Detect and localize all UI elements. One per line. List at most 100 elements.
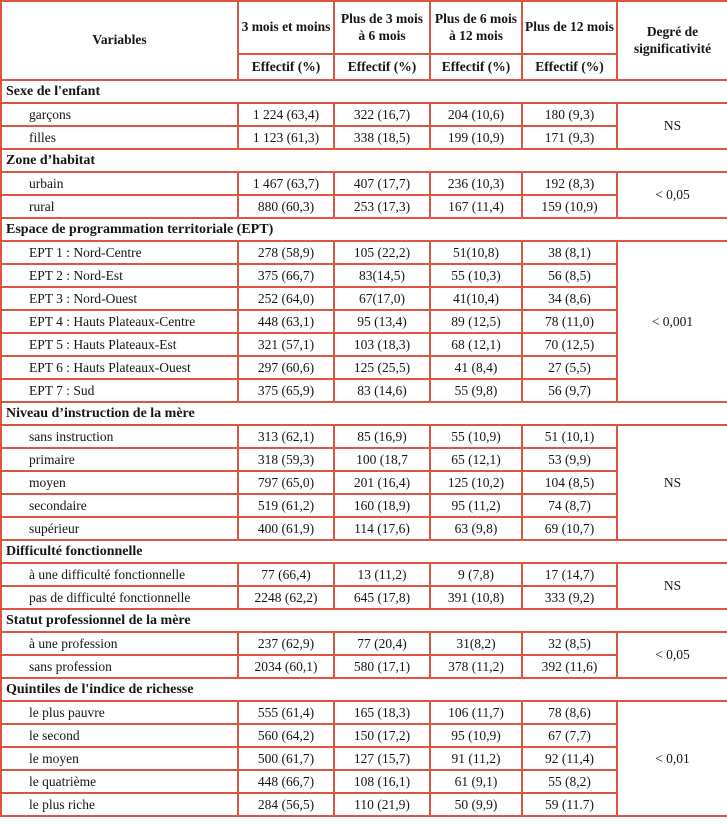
column-header-period-2: Plus de 3 mois à 6 mois (333, 0, 431, 55)
value-cell: 127 (15,7) (333, 746, 431, 771)
value-cell: 17 (14,7) (521, 562, 618, 587)
value-cell: 34 (8,6) (521, 286, 618, 311)
section-header-row: Sexe de l'enfant (0, 79, 727, 104)
value-cell: 880 (60,3) (237, 194, 335, 219)
value-cell: 159 (10,9) (521, 194, 618, 219)
row-label: filles (0, 125, 239, 150)
table-row: sans profession 2034 (60,1) 580 (17,1) 378 … (0, 654, 727, 679)
value-cell: 67 (7,7) (521, 723, 618, 748)
section-title: Sexe de l'enfant (0, 79, 727, 104)
value-cell: 407 (17,7) (333, 171, 431, 196)
value-cell: 375 (65,9) (237, 378, 335, 403)
value-cell: 41(10,4) (429, 286, 523, 311)
value-cell: 91 (11,2) (429, 746, 523, 771)
table-row: à une profession 237 (62,9) 77 (20,4) 31(8,… (0, 631, 727, 679)
row-label: rural (0, 194, 239, 219)
table-row: EPT 2 : Nord-Est 375 (66,7) 83(14,5) 55 (10… (0, 263, 727, 288)
value-cell: 95 (13,4) (333, 309, 431, 334)
value-cell: 391 (10,8) (429, 585, 523, 610)
value-cell: 201 (16,4) (333, 470, 431, 495)
value-cell: 13 (11,2) (333, 562, 431, 587)
section-header-row: Statut professionnel de la mère (0, 608, 727, 633)
value-cell: 192 (8,3) (521, 171, 618, 196)
table-row: filles 1 123 (61,3) 338 (18,5) 199 (10,9) 17… (0, 125, 727, 150)
value-cell: 70 (12,5) (521, 332, 618, 357)
value-cell: 78 (8,6) (521, 700, 618, 725)
section-header-row: Difficulté fonctionnelle (0, 539, 727, 564)
row-label: EPT 4 : Hauts Plateaux-Centre (0, 309, 239, 334)
value-cell: 1 224 (63,4) (237, 102, 335, 127)
value-cell: 110 (21,9) (333, 792, 431, 817)
value-cell: 318 (59,3) (237, 447, 335, 472)
value-cell: 253 (17,3) (333, 194, 431, 219)
row-label: secondaire (0, 493, 239, 518)
value-cell: 375 (66,7) (237, 263, 335, 288)
table-row: rural 880 (60,3) 253 (17,3) 167 (11,4) 159 (… (0, 194, 727, 219)
value-cell: 53 (9,9) (521, 447, 618, 472)
value-cell: 2248 (62,2) (237, 585, 335, 610)
table-row: le moyen 500 (61,7) 127 (15,7) 91 (11,2) 92 … (0, 746, 727, 771)
header-row-periods: Variables 3 mois et moins Plus de 3 mois… (0, 0, 727, 81)
value-cell: 100 (18,7 (333, 447, 431, 472)
value-cell: 297 (60,6) (237, 355, 335, 380)
value-cell: 160 (18,9) (333, 493, 431, 518)
value-cell: 1 467 (63,7) (237, 171, 335, 196)
table-row: EPT 1 : Nord-Centre 278 (58,9) 105 (22,2) 5… (0, 240, 727, 403)
value-cell: 85 (16,9) (333, 424, 431, 449)
value-cell: 125 (25,5) (333, 355, 431, 380)
section-title: Difficulté fonctionnelle (0, 539, 727, 564)
value-cell: 95 (11,2) (429, 493, 523, 518)
value-cell: 67(17,0) (333, 286, 431, 311)
value-cell: 448 (66,7) (237, 769, 335, 794)
value-cell: 645 (17,8) (333, 585, 431, 610)
row-label: à une difficulté fonctionnelle (0, 562, 239, 587)
row-label: le second (0, 723, 239, 748)
row-label: le plus pauvre (0, 700, 239, 725)
value-cell: 278 (58,9) (237, 240, 335, 265)
value-cell: 555 (61,4) (237, 700, 335, 725)
significance-cell: < 0,05 (616, 171, 727, 219)
row-label: sans profession (0, 654, 239, 679)
section-header-row: Niveau d’instruction de la mère (0, 401, 727, 426)
table-row: le quatrième 448 (66,7) 108 (16,1) 61 (9,1)… (0, 769, 727, 794)
significance-cell: < 0,01 (616, 700, 727, 817)
value-cell: 56 (8,5) (521, 263, 618, 288)
row-label: le moyen (0, 746, 239, 771)
value-cell: 321 (57,1) (237, 332, 335, 357)
value-cell: 2034 (60,1) (237, 654, 335, 679)
significance-cell: NS (616, 424, 727, 541)
table-row: EPT 5 : Hauts Plateaux-Est 321 (57,1) 103 … (0, 332, 727, 357)
value-cell: 69 (10,7) (521, 516, 618, 541)
value-cell: 68 (12,1) (429, 332, 523, 357)
row-label: supérieur (0, 516, 239, 541)
value-cell: 448 (63,1) (237, 309, 335, 334)
table-row: garçons 1 224 (63,4) 322 (16,7) 204 (10,6) 1… (0, 102, 727, 150)
section-title: Niveau d’instruction de la mère (0, 401, 727, 426)
section-title: Espace de programmation territoriale (EP… (0, 217, 727, 242)
value-cell: 83(14,5) (333, 263, 431, 288)
effectif-header-1: Effectif (%) (237, 53, 335, 81)
table-row: moyen 797 (65,0) 201 (16,4) 125 (10,2) 104 (… (0, 470, 727, 495)
value-cell: 338 (18,5) (333, 125, 431, 150)
value-cell: 51 (10,1) (521, 424, 618, 449)
effectif-header-2: Effectif (%) (333, 53, 431, 81)
value-cell: 103 (18,3) (333, 332, 431, 357)
value-cell: 95 (10,9) (429, 723, 523, 748)
significance-cell: NS (616, 562, 727, 610)
table-row: le plus riche 284 (56,5) 110 (21,9) 50 (9,9… (0, 792, 727, 817)
value-cell: 41 (8,4) (429, 355, 523, 380)
value-cell: 55 (10,9) (429, 424, 523, 449)
table-header: Variables 3 mois et moins Plus de 3 mois… (0, 0, 727, 81)
row-label: moyen (0, 470, 239, 495)
value-cell: 74 (8,7) (521, 493, 618, 518)
value-cell: 59 (11.7) (521, 792, 618, 817)
table-row: sans instruction 313 (62,1) 85 (16,9) 55 (1… (0, 424, 727, 541)
row-label: EPT 6 : Hauts Plateaux-Ouest (0, 355, 239, 380)
value-cell: 1 123 (61,3) (237, 125, 335, 150)
effectif-header-4: Effectif (%) (521, 53, 618, 81)
column-header-period-1: 3 mois et moins (237, 0, 335, 55)
row-label: EPT 1 : Nord-Centre (0, 240, 239, 265)
column-header-significance: Degré de significativité (616, 0, 727, 81)
